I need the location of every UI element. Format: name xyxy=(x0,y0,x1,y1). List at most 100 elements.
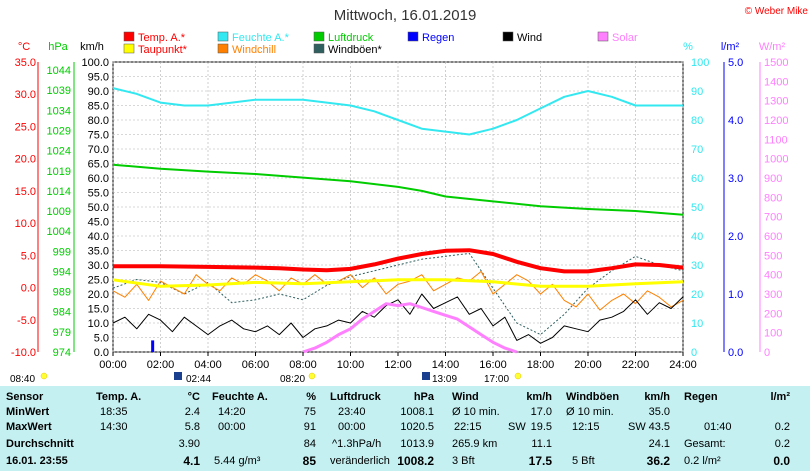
rain-bar xyxy=(151,340,155,352)
wind-tick-label: 65.0 xyxy=(88,159,109,171)
wind-tick-label: 45.0 xyxy=(88,217,109,229)
rain-current: 0.0 xyxy=(773,454,790,468)
solar-tick-label: 300 xyxy=(764,289,782,301)
temp-tick-label: 0.0 xyxy=(21,283,36,295)
rain-tick-label: 3.0 xyxy=(728,173,743,185)
row-label-max: MaxWert xyxy=(6,421,52,433)
humidity-tick-label: 50 xyxy=(691,202,703,214)
pressure-tick-label: 1014 xyxy=(47,186,71,198)
temp-head: Temp. A. xyxy=(96,391,142,403)
statistics-table: Sensor MinWert MaxWert Durchschnitt 16.0… xyxy=(0,386,810,471)
wind-tick-label: 90.0 xyxy=(88,86,109,98)
wind-tick-label: 10.0 xyxy=(88,318,109,330)
solar-tick-label: 800 xyxy=(764,192,782,204)
sun-times: 08:40 02:44 08:20 13:09 17:00 xyxy=(10,372,522,385)
legend-swatch xyxy=(313,43,325,54)
rain-tick-label: 1.0 xyxy=(728,289,743,301)
data-series xyxy=(112,87,684,354)
wind-tick-label: 30.0 xyxy=(88,260,109,272)
wind-tick-label: 100.0 xyxy=(81,57,109,69)
solar-tick-label: 500 xyxy=(764,250,782,262)
temp-min: 2.4 xyxy=(184,406,200,418)
solar-tick-label: 1100 xyxy=(764,134,788,146)
legend-label: Feuchte A.* xyxy=(232,32,290,44)
x-tick-label: 08:00 xyxy=(289,359,317,371)
solar-tick-label: 1500 xyxy=(764,57,788,69)
wind-max: 19.5 xyxy=(530,421,552,433)
rain-tick-label: 5.0 xyxy=(728,57,743,69)
temp-tick-label: -10.0 xyxy=(11,347,36,359)
humidity-avg: 84 xyxy=(303,438,316,450)
sun-time-label: 08:40 xyxy=(10,374,35,385)
gust-avg10-label: Ø 10 min. xyxy=(566,406,614,418)
humidity-current: 85 xyxy=(302,454,316,468)
wind-tick-label: 5.0 xyxy=(94,333,109,345)
pressure-unit: hPa xyxy=(413,391,434,403)
wind-current: 17.5 xyxy=(528,454,552,468)
rain-max: 0.2 xyxy=(774,421,790,433)
pressure-tick-label: 1019 xyxy=(47,166,71,178)
legend-label: Taupunkt* xyxy=(138,44,188,56)
series-line xyxy=(112,278,684,288)
rain-max-time: 01:40 xyxy=(704,421,732,433)
gust-max-dir: SW xyxy=(628,421,646,433)
sun-time-label: 17:00 xyxy=(484,374,509,385)
temp-tick-label: 25.0 xyxy=(15,121,36,133)
humidity-tick-label: 100 xyxy=(691,57,709,69)
copyright-text: © Weber Mike xyxy=(745,6,809,17)
legend-swatch xyxy=(597,31,609,42)
wind-run: 265.9 km xyxy=(452,438,498,450)
temp-max-time: 14:30 xyxy=(100,421,128,433)
weather-chart: Mittwoch, 16.01.2019 © Weber Mike Temp. … xyxy=(10,6,809,385)
solar-tick-label: 900 xyxy=(764,173,782,185)
wind-max-time: 22:15 xyxy=(454,421,482,433)
x-tick-label: 22:00 xyxy=(622,359,650,371)
rain-head: Regen xyxy=(684,391,718,403)
pressure-min-time: 23:40 xyxy=(338,406,366,418)
temp-axis-title: °C xyxy=(18,41,30,53)
series-line xyxy=(112,293,684,344)
wind-avg: 11.1 xyxy=(531,438,552,450)
humidity-tick-label: 20 xyxy=(691,289,703,301)
rain-tick-label: 2.0 xyxy=(728,231,743,243)
pressure-tick-label: 994 xyxy=(53,266,71,278)
temp-avg: 3.90 xyxy=(178,438,200,450)
sun-icon xyxy=(40,372,48,380)
x-tick-label: 14:00 xyxy=(432,359,460,371)
gust-avg10: 35.0 xyxy=(648,406,670,418)
wind-tick-label: 75.0 xyxy=(88,130,109,142)
temp-tick-label: -5.0 xyxy=(17,315,36,327)
rain-total-label: Gesamt: xyxy=(684,438,726,450)
gust-max: 43.5 xyxy=(648,421,670,433)
solar-axis-title: W/m² xyxy=(759,41,786,53)
axes: °C hPa km/h% l/m² W/m² 35.0 30.0 25.0 20.0 15.0 10… xyxy=(11,41,789,359)
wind-bft: 3 Bft xyxy=(452,455,475,467)
rain-rate: 0.2 l/m² xyxy=(684,455,721,467)
legend-swatch xyxy=(313,31,325,42)
temp-current: 4.1 xyxy=(183,454,200,468)
legend-swatch xyxy=(217,43,229,54)
solar-tick-label: 400 xyxy=(764,270,782,282)
solar-tick-label: 1300 xyxy=(764,96,788,108)
humidity-max-time: 00:00 xyxy=(218,421,246,433)
pressure-tick-label: 989 xyxy=(53,287,71,299)
wind-avg10: 17.0 xyxy=(530,406,552,418)
pressure-head: Luftdruck xyxy=(330,391,381,403)
wind-tick-label: 60.0 xyxy=(88,173,109,185)
pressure-tick-label: 1004 xyxy=(47,226,71,238)
row-label-avg: Durchschnitt xyxy=(6,438,74,450)
pressure-tick-label: 999 xyxy=(53,246,71,258)
legend: Temp. A.* Feuchte A.* Luftdruck Regen Wind So… xyxy=(123,31,638,56)
x-axis: 00:00 02:00 04:00 06:00 08:00 10:00 12:00 14:00… xyxy=(99,352,697,371)
wind-tick-label: 70.0 xyxy=(88,144,109,156)
humidity-tick-label: 10 xyxy=(691,318,703,330)
temp-tick-label: 30.0 xyxy=(15,89,36,101)
wind-tick-label: 35.0 xyxy=(88,246,109,258)
x-tick-label: 18:00 xyxy=(527,359,555,371)
row-label-current: 16.01. 23:55 xyxy=(6,455,68,467)
series-line xyxy=(112,252,684,336)
wind-tick-label: 85.0 xyxy=(88,101,109,113)
solar-tick-label: 1400 xyxy=(764,76,788,88)
pressure-tick-label: 1029 xyxy=(47,125,71,137)
wind-tick-label: 0.0 xyxy=(94,347,109,359)
